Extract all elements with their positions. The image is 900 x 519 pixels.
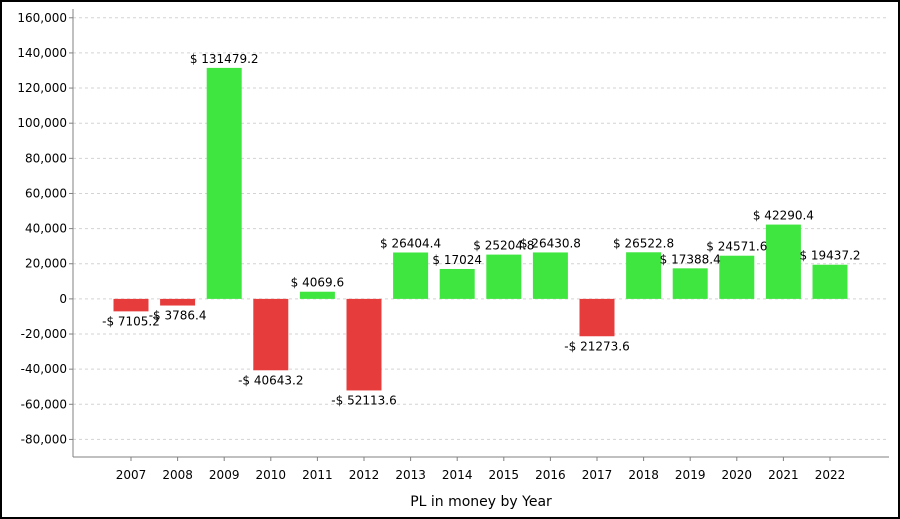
- x-tick-label: 2022: [815, 468, 846, 482]
- data-label-2011: $ 4069.6: [291, 276, 344, 290]
- data-label-2014: $ 17024: [432, 253, 482, 267]
- data-labels: -$ 7105.2-$ 3786.4 $ 131479.2 -$ 40643.2 $ …: [102, 52, 860, 408]
- bar-2009: [206, 67, 242, 299]
- x-tick-label: 2014: [442, 468, 473, 482]
- x-tick-label: 2017: [582, 468, 613, 482]
- y-tick-label: 80,000: [25, 151, 67, 165]
- y-tick-label: -60,000: [21, 397, 67, 411]
- gridlines: [73, 17, 889, 440]
- x-tick-label: 2007: [116, 468, 147, 482]
- x-tick-label: 2015: [489, 468, 520, 482]
- x-tick-label: 2010: [256, 468, 287, 482]
- y-tick-label: 120,000: [17, 81, 67, 95]
- x-tick-label: 2012: [349, 468, 380, 482]
- y-tick-label: -20,000: [21, 327, 67, 341]
- bar-2017: [579, 298, 615, 337]
- bar-2015: [486, 254, 522, 299]
- x-axis-title: PL in money by Year: [410, 494, 552, 510]
- data-label-2021: $ 42290.4: [753, 209, 814, 223]
- x-tick-label: 2016: [535, 468, 566, 482]
- bar-2012: [346, 298, 382, 391]
- bar-2014: [439, 268, 475, 299]
- bar-2022: [812, 264, 848, 299]
- data-label-2019: $ 17388.4: [660, 252, 721, 266]
- x-tick-label: 2009: [209, 468, 240, 482]
- data-label-2008: -$ 3786.4: [149, 309, 207, 323]
- y-tick-label: 60,000: [25, 186, 67, 200]
- data-label-2017: -$ 21273.6: [564, 339, 629, 353]
- y-tick-label: 160,000: [17, 11, 67, 25]
- bar-2019: [672, 268, 708, 299]
- x-tick-label: 2019: [675, 468, 706, 482]
- data-label-2020: $ 24571.6: [706, 240, 767, 254]
- y-tick-label: -80,000: [21, 432, 67, 446]
- data-label-2022: $ 19437.2: [799, 249, 860, 263]
- bar-2007: [113, 298, 149, 312]
- data-label-2007: -$ 7105.2: [102, 314, 160, 328]
- x-axis-ticks: 2007 2008 2009 2010 2011 2012 2013 2014 2015 2016…: [116, 457, 846, 482]
- y-tick-label: 140,000: [17, 46, 67, 60]
- x-tick-label: 2011: [302, 468, 333, 482]
- y-tick-label: -40,000: [21, 362, 67, 376]
- bar-2013: [393, 252, 429, 299]
- data-label-2010: -$ 40643.2: [238, 373, 303, 387]
- data-label-2012: -$ 52113.6: [331, 393, 396, 407]
- bar-2011: [299, 291, 335, 299]
- y-tick-label: 40,000: [25, 222, 67, 236]
- x-tick-label: 2008: [162, 468, 193, 482]
- y-tick-label: 100,000: [17, 116, 67, 130]
- bar-2010: [253, 298, 289, 371]
- data-label-2015: $ 25204.8: [473, 239, 534, 253]
- bar-2018: [626, 252, 662, 299]
- x-tick-label: 2013: [395, 468, 426, 482]
- y-tick-label: 0: [59, 292, 67, 306]
- data-label-2018: $ 26522.8: [613, 236, 674, 250]
- bar-2008: [160, 298, 196, 306]
- x-tick-label: 2021: [768, 468, 799, 482]
- data-label-2013: $ 26404.4: [380, 236, 441, 250]
- data-label-2009: $ 131479.2: [190, 52, 259, 66]
- bars: [113, 67, 848, 391]
- y-tick-label: 20,000: [25, 257, 67, 271]
- x-tick-label: 2020: [722, 468, 753, 482]
- bar-2020: [719, 255, 755, 299]
- x-tick-label: 2018: [628, 468, 659, 482]
- bar-2021: [765, 224, 801, 299]
- data-label-2016: $ 26430.8: [520, 236, 581, 250]
- y-axis-ticks: -80,000 -60,000 -40,000 -20,000 0 20,000 40,00…: [17, 11, 73, 446]
- bar-2016: [532, 252, 568, 299]
